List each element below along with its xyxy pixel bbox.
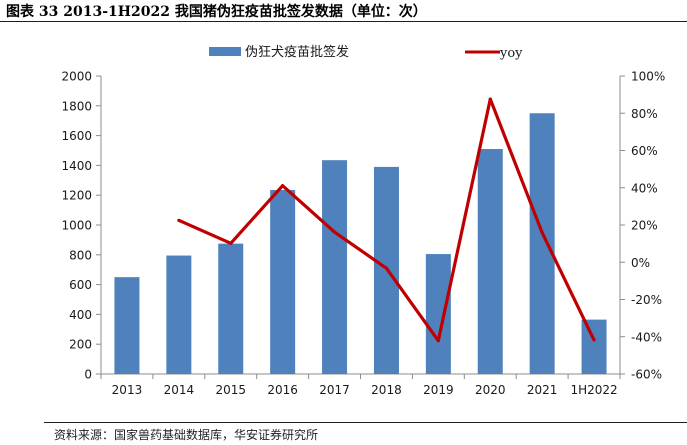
x-axis-tick-label: 2015: [215, 383, 246, 397]
x-axis-tick-label: 2018: [371, 383, 402, 397]
yoy-point: [229, 241, 233, 245]
left-axis-tick-label: 1400: [61, 159, 92, 173]
bars: [114, 113, 607, 374]
yoy-point: [592, 338, 596, 342]
x-axis-tick-label: 2014: [164, 383, 195, 397]
right-axis-tick-label: -60%: [631, 368, 662, 382]
yoy-point: [540, 231, 544, 235]
yoy-point: [177, 218, 181, 222]
legend-bar-swatch: [209, 47, 241, 56]
yoy-point: [488, 97, 492, 101]
right-axis-tick-label: 0%: [631, 256, 650, 270]
source-note: 资料来源：国家兽药基础数据库，华安证券研究所: [54, 428, 319, 442]
left-axis-tick-label: 400: [69, 308, 92, 322]
axes: 0 200 400 600 800 1000 1200 1400 1600 1800 2000 -60…: [61, 70, 665, 398]
left-axis-tick-label: 600: [69, 278, 92, 292]
yoy-point: [332, 230, 337, 234]
bar: [322, 160, 348, 374]
yoy-line: [177, 97, 596, 343]
left-axis-tick-label: 2000: [61, 70, 92, 84]
left-axis-tick-label: 1800: [61, 99, 92, 113]
bar: [425, 254, 451, 374]
x-axis-tick-label: 2017: [319, 383, 350, 397]
left-axis-tick-label: 200: [69, 338, 92, 352]
yoy-point: [436, 339, 440, 343]
bar: [166, 255, 192, 374]
right-axis-tick-label: 40%: [631, 181, 658, 195]
bar: [270, 189, 296, 374]
legend-bar-label: 伪狂犬疫苗批签发: [245, 44, 349, 60]
left-axis-tick-label: 1600: [61, 129, 92, 143]
bar: [477, 149, 503, 374]
right-axis-tick-label: -20%: [631, 293, 662, 307]
left-axis-tick-label: 1200: [61, 189, 92, 203]
bar: [529, 113, 555, 374]
x-axis-tick-label: 2019: [423, 383, 454, 397]
chart: 伪狂犬疫苗批签发 yoy 0 200 400 600 800 1000 1200 1400 16…: [61, 44, 665, 398]
source-rule: [44, 422, 687, 423]
bar: [114, 277, 140, 374]
x-axis-tick-label: 1H2022: [570, 383, 617, 397]
legend: 伪狂犬疫苗批签发 yoy: [209, 44, 523, 61]
title-rule: [0, 21, 687, 22]
right-axis-tick-label: 60%: [631, 144, 658, 158]
right-axis-tick-label: 80%: [631, 107, 658, 121]
bar: [581, 319, 607, 374]
yoy-point: [281, 184, 285, 188]
yoy-point: [384, 266, 389, 270]
left-axis-tick-label: 0: [84, 368, 92, 382]
left-axis-tick-label: 800: [69, 248, 92, 262]
x-axis-tick-label: 2013: [112, 383, 143, 397]
x-axis-tick-label: 2021: [527, 383, 558, 397]
legend-line-label: yoy: [499, 46, 523, 61]
x-axis-tick-label: 2016: [267, 383, 298, 397]
right-axis-tick-label: 100%: [631, 70, 665, 84]
left-axis-tick-label: 1000: [61, 219, 92, 233]
bar: [218, 243, 244, 374]
right-axis-tick-label: -40%: [631, 330, 662, 344]
figure-title: 图表 33 2013-1H2022 我国猪伪狂疫苗批签发数据（单位：次）: [6, 4, 427, 20]
right-axis-tick-label: 20%: [631, 219, 658, 233]
x-axis-tick-label: 2020: [475, 383, 506, 397]
